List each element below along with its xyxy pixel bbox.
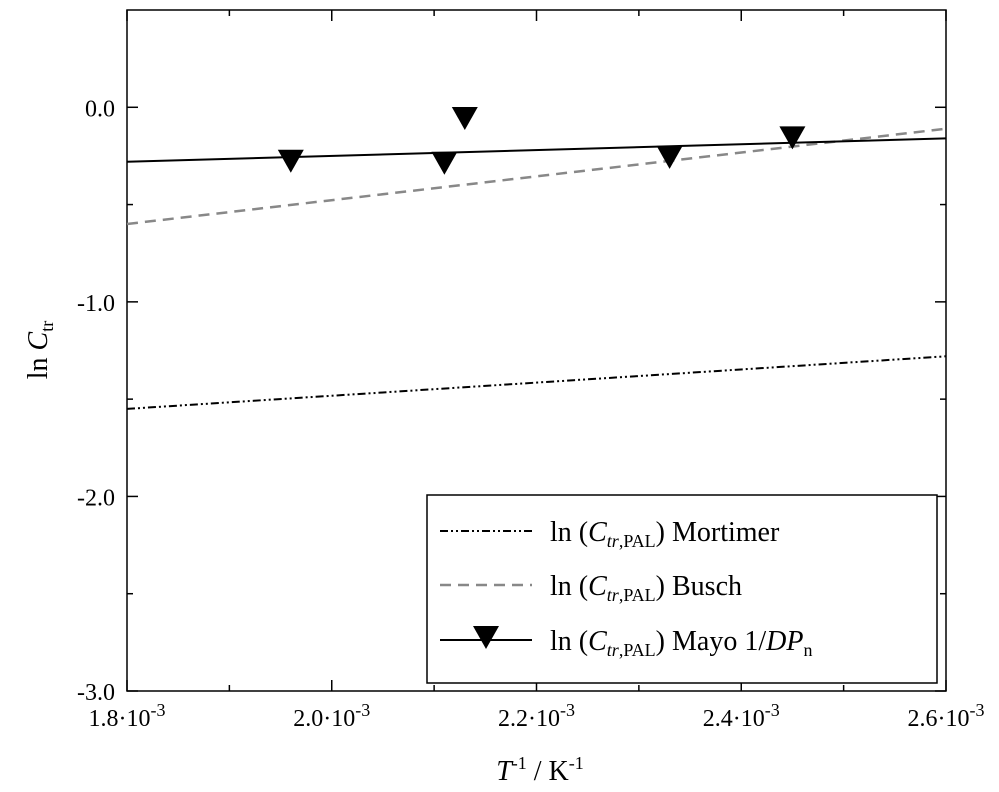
axis-ticks: 1.8·10-3 2.0·10-3 2.2·10-3 2.4·10-3 2.6·10-3… bbox=[77, 10, 985, 732]
legend-item-mayo: ln (Ctr,PAL) Mayo 1/DPn bbox=[440, 626, 812, 660]
x-axis-title-var: T bbox=[496, 756, 514, 787]
series-layer bbox=[126, 127, 947, 410]
y-tick-label: -1.0 bbox=[77, 291, 115, 317]
data-point-marker bbox=[451, 107, 478, 130]
y-tick-label: -3.0 bbox=[77, 680, 115, 706]
data-point-marker bbox=[656, 145, 683, 169]
y-axis-title-var: C bbox=[23, 331, 54, 350]
legend-box bbox=[426, 494, 938, 684]
y-axis-title-prefix: ln bbox=[23, 350, 54, 379]
legend-item-mortimer: ln (Ctr,PAL) Mortimer bbox=[440, 517, 780, 551]
legend-marker-mayo bbox=[473, 626, 499, 649]
points-layer bbox=[277, 107, 806, 175]
series-line-1 bbox=[126, 127, 947, 226]
legend-label-mayo: ln (Ctr,PAL) Mayo 1/DPn bbox=[550, 626, 812, 660]
legend-label-busch: ln (Ctr,PAL) Busch bbox=[550, 571, 742, 605]
x-axis-title-mid: / K bbox=[527, 756, 569, 787]
x-tick-label: 2.4·10-3 bbox=[703, 700, 780, 732]
x-axis-title-sup: -1 bbox=[512, 753, 527, 773]
series-line-2 bbox=[126, 137, 947, 163]
data-point-marker bbox=[431, 151, 458, 175]
y-tick-label: -2.0 bbox=[77, 485, 115, 511]
legend: ln (Ctr,PAL) Mortimer ln (Ctr,PAL) Busch… bbox=[426, 494, 938, 684]
x-tick-label: 2.2·10-3 bbox=[498, 700, 575, 732]
legend-item-busch: ln (Ctr,PAL) Busch bbox=[440, 571, 742, 605]
legend-label-mortimer: ln (Ctr,PAL) Mortimer bbox=[550, 517, 780, 551]
data-point-marker bbox=[779, 126, 806, 150]
x-tick-label: 2.6·10-3 bbox=[908, 700, 985, 732]
x-tick-label: 1.8·10-3 bbox=[89, 700, 166, 732]
data-point-marker bbox=[277, 149, 304, 173]
y-axis-title: ln Ctr bbox=[23, 321, 57, 379]
x-axis-title: T-1 / K-1 bbox=[496, 753, 584, 787]
y-tick-label: 0.0 bbox=[85, 96, 115, 122]
series-line-0 bbox=[126, 355, 947, 410]
x-axis-title-sup2: -1 bbox=[569, 753, 584, 773]
y-axis-title-sub: tr bbox=[37, 321, 57, 332]
x-tick-label: 2.0·10-3 bbox=[293, 700, 370, 732]
